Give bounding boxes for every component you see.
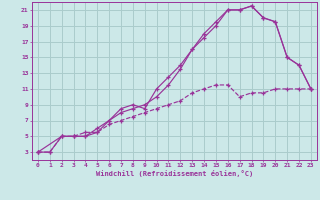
X-axis label: Windchill (Refroidissement éolien,°C): Windchill (Refroidissement éolien,°C) — [96, 170, 253, 177]
